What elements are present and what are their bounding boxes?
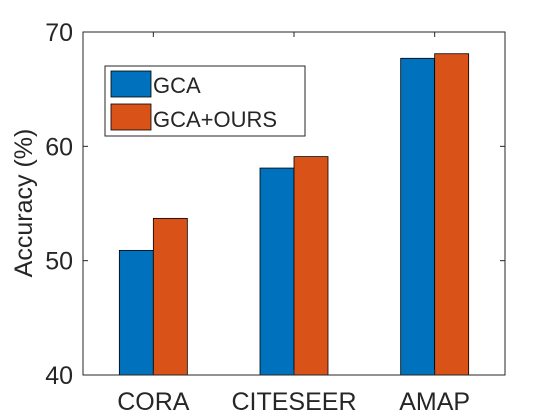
- legend-label-gca-ours: GCA+OURS: [153, 107, 277, 132]
- y-axis-label: Accuracy (%): [10, 129, 38, 278]
- y-tick-label: 40: [45, 362, 73, 390]
- bars-group: [118, 53, 470, 376]
- x-ticks-group: CORA CITESEER AMAP: [117, 32, 470, 416]
- x-tick-label-amap: AMAP: [399, 388, 470, 416]
- x-tick-label-citeseer: CITESEER: [231, 388, 356, 416]
- legend-swatch-gca: [110, 70, 152, 98]
- bar-gca-amap: [400, 57, 436, 376]
- legend-swatch-gca-ours: [110, 103, 152, 131]
- bar-gca-ours-amap: [434, 53, 470, 376]
- y-ticks-group: 40 50 60 70: [45, 19, 505, 390]
- bar-gca-ours-cora: [152, 217, 188, 376]
- y-tick-label: 50: [45, 248, 73, 276]
- y-tick-label: 60: [45, 133, 73, 161]
- plot-frame: [82, 31, 506, 376]
- x-tick-label-cora: CORA: [117, 388, 190, 416]
- legend: GCA GCA+OURS: [104, 65, 306, 137]
- bar-gca-cora: [118, 249, 154, 376]
- legend-label-gca: GCA: [153, 73, 201, 98]
- bar-gca-ours-citeseer: [293, 156, 329, 376]
- bar-gca-citeseer: [259, 167, 295, 376]
- y-tick-label: 70: [45, 19, 73, 47]
